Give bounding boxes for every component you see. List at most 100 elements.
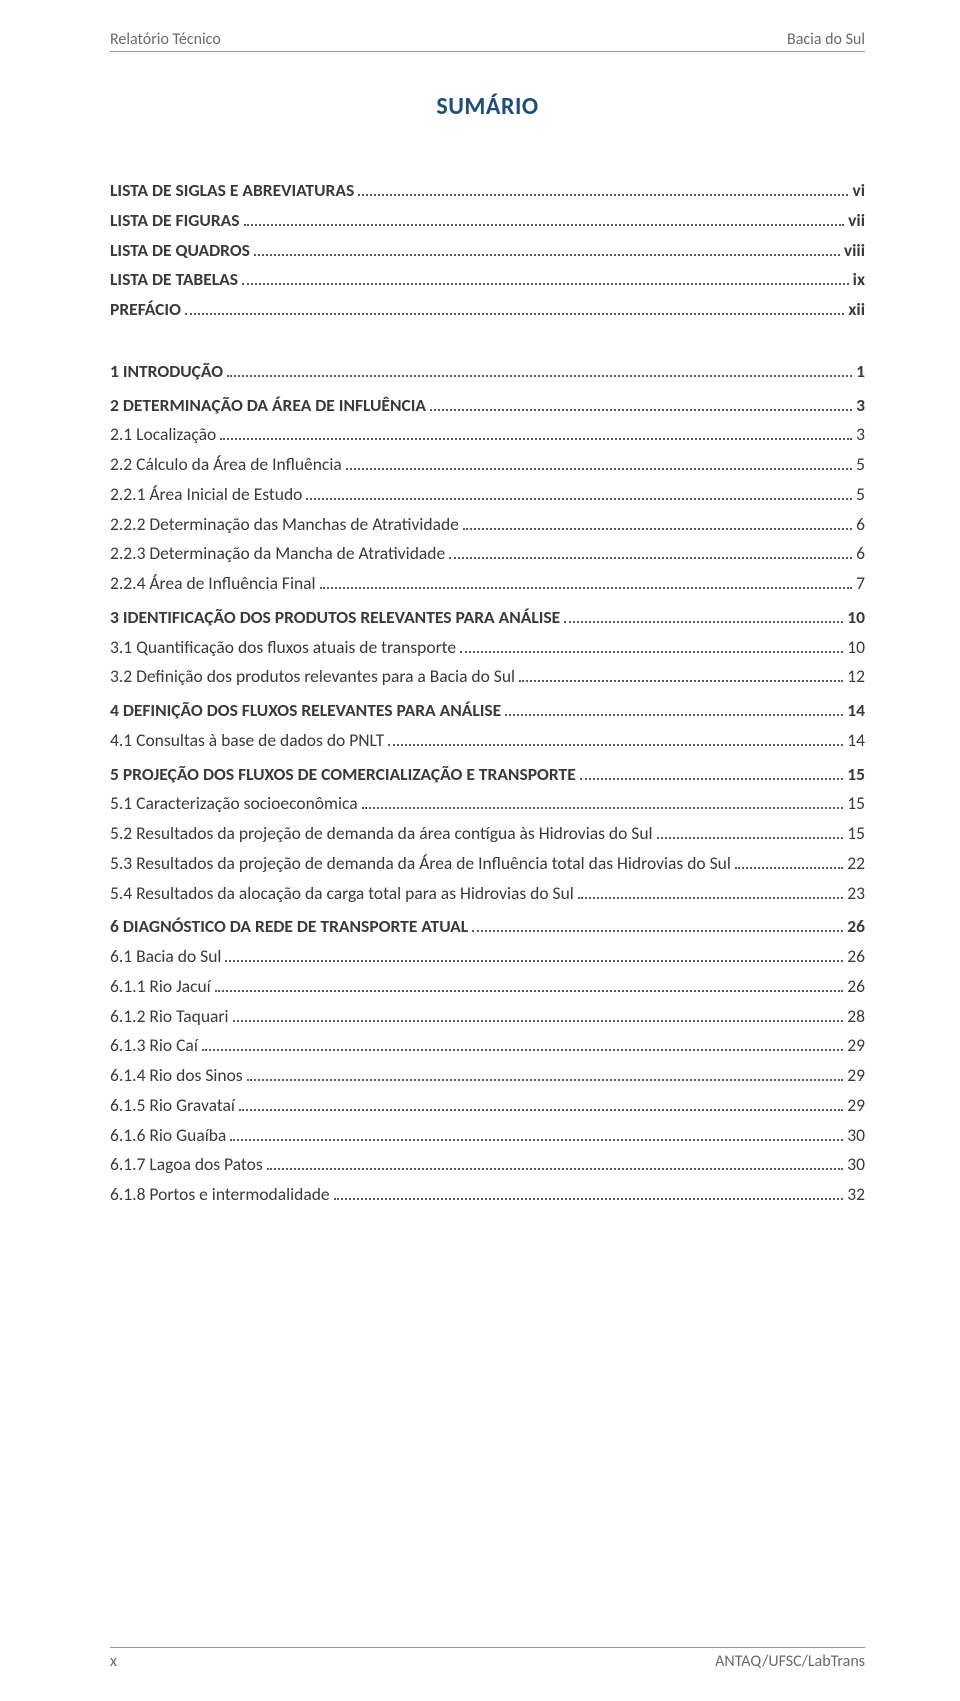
toc-leader — [580, 778, 843, 780]
toc-entry: 6.1.3 Rio Caí29 — [110, 1031, 865, 1061]
toc-entry: 4.1 Consultas à base de dados do PNLT 14 — [110, 726, 865, 756]
page-footer: x ANTAQ/UFSC/LabTrans — [110, 1647, 865, 1671]
toc-entry: 6.1 Bacia do Sul 26 — [110, 942, 865, 972]
toc-entry: 2.2.4 Área de Influência Final7 — [110, 569, 865, 599]
toc-label: 3.2 Definição dos produtos relevantes pa… — [110, 662, 515, 692]
toc-entry: 2.2.2 Determinação das Manchas de Atrati… — [110, 510, 865, 540]
toc-leader — [449, 557, 852, 559]
toc-entry: 6.1.8 Portos e intermodalidade32 — [110, 1180, 865, 1210]
toc-label: 6.1.3 Rio Caí — [110, 1031, 198, 1061]
toc-entry: 3.1 Quantificação dos fluxos atuais de t… — [110, 633, 865, 663]
toc-page: 26 — [847, 912, 865, 942]
toc-page: 10 — [847, 633, 865, 663]
toc-page: 6 — [856, 539, 865, 569]
toc-label: LISTA DE TABELAS — [110, 265, 238, 295]
page-content: SUMÁRIO LISTA DE SIGLAS E ABREVIATURAS v… — [110, 92, 865, 1607]
toc-page: 15 — [847, 819, 865, 849]
toc-leader — [220, 438, 852, 440]
toc-label: 6.1.6 Rio Guaíba — [110, 1121, 226, 1151]
toc-entry: 3 IDENTIFICAÇÃO DOS PRODUTOS RELEVANTES … — [110, 603, 865, 633]
toc-entry: PREFÁCIO xii — [110, 295, 865, 325]
toc-leader — [358, 194, 848, 196]
page-header: Relatório Técnico Bacia do Sul — [110, 30, 865, 52]
toc-leader — [460, 651, 843, 653]
toc-leader — [202, 1049, 843, 1051]
toc-label: 6.1.1 Rio Jacuí — [110, 972, 211, 1002]
footer-right: ANTAQ/UFSC/LabTrans — [715, 1652, 865, 1671]
toc-leader — [578, 897, 843, 899]
toc-leader — [388, 744, 843, 746]
toc-label: 5.2 Resultados da projeção de demanda da… — [110, 819, 653, 849]
toc-page: ix — [853, 265, 865, 295]
toc-leader — [267, 1168, 844, 1170]
toc-entry: 5.1 Caracterização socioeconômica15 — [110, 789, 865, 819]
toc-page: 14 — [847, 696, 865, 726]
toc-page: 26 — [847, 942, 865, 972]
toc-leader — [519, 680, 843, 682]
toc-label: 6 DIAGNÓSTICO DA REDE DE TRANSPORTE ATUA… — [110, 912, 468, 942]
header-right: Bacia do Sul — [787, 30, 865, 49]
toc-page: 5 — [856, 450, 865, 480]
toc-label: 5.4 Resultados da alocação da carga tota… — [110, 879, 574, 909]
toc-page: 5 — [856, 480, 865, 510]
toc-entry: LISTA DE TABELAS ix — [110, 265, 865, 295]
toc-label: 6.1.2 Rio Taquari — [110, 1002, 229, 1032]
toc-page: 3 — [856, 420, 865, 450]
toc-entry: 2.1 Localização3 — [110, 420, 865, 450]
toc-label: 5 PROJEÇÃO DOS FLUXOS DE COMERCIALIZAÇÃO… — [110, 760, 576, 790]
toc-entry: 2 DETERMINAÇÃO DA ÁREA DE INFLUÊNCIA 3 — [110, 391, 865, 421]
toc-leader — [185, 313, 844, 315]
toc-entry: 5 PROJEÇÃO DOS FLUXOS DE COMERCIALIZAÇÃO… — [110, 760, 865, 790]
toc-label: 5.3 Resultados da projeção de demanda da… — [110, 849, 731, 879]
toc-entry: 6.1.4 Rio dos Sinos29 — [110, 1061, 865, 1091]
toc-entry: 2.2.1 Área Inicial de Estudo 5 — [110, 480, 865, 510]
toc-entry: 6 DIAGNÓSTICO DA REDE DE TRANSPORTE ATUA… — [110, 912, 865, 942]
toc-entry: LISTA DE QUADROS viii — [110, 236, 865, 266]
spacer — [110, 329, 865, 357]
toc-leader — [334, 1198, 844, 1200]
toc-page: 28 — [847, 1002, 865, 1032]
toc-leader — [306, 498, 852, 500]
toc-leader — [362, 807, 844, 809]
toc-label: 4.1 Consultas à base de dados do PNLT — [110, 726, 384, 756]
toc-leader — [463, 528, 852, 530]
toc-label: PREFÁCIO — [110, 295, 181, 325]
toc-leader — [239, 1109, 843, 1111]
toc-entry: 6.1.5 Rio Gravataí 29 — [110, 1091, 865, 1121]
toc-page: 29 — [847, 1091, 865, 1121]
toc-label: 2 DETERMINAÇÃO DA ÁREA DE INFLUÊNCIA — [110, 391, 426, 421]
toc-leader — [472, 930, 843, 932]
toc-entry: LISTA DE FIGURAS vii — [110, 206, 865, 236]
toc-label: 6.1.5 Rio Gravataí — [110, 1091, 235, 1121]
page-title: SUMÁRIO — [110, 92, 865, 121]
toc-page: 26 — [847, 972, 865, 1002]
toc-leader — [430, 409, 852, 411]
header-left: Relatório Técnico — [110, 30, 221, 49]
toc-label: 6.1.8 Portos e intermodalidade — [110, 1180, 330, 1210]
toc-entry: 6.1.7 Lagoa dos Patos30 — [110, 1150, 865, 1180]
toc-label: LISTA DE FIGURAS — [110, 206, 240, 236]
toc-page: 10 — [847, 603, 865, 633]
toc-label: 6.1 Bacia do Sul — [110, 942, 221, 972]
toc-leader — [346, 468, 852, 470]
toc-entry: 6.1.1 Rio Jacuí 26 — [110, 972, 865, 1002]
toc-leader — [735, 867, 843, 869]
toc-entry: 5.3 Resultados da projeção de demanda da… — [110, 849, 865, 879]
toc-entry: LISTA DE SIGLAS E ABREVIATURAS vi — [110, 176, 865, 206]
toc-leader — [320, 587, 853, 589]
toc-entry: 4 DEFINIÇÃO DOS FLUXOS RELEVANTES PARA A… — [110, 696, 865, 726]
toc-leader — [215, 990, 844, 992]
toc-page: 6 — [856, 510, 865, 540]
toc-entry: 1 INTRODUÇÃO 1 — [110, 357, 865, 387]
toc-page: 3 — [856, 391, 865, 421]
toc-label: 3.1 Quantificação dos fluxos atuais de t… — [110, 633, 456, 663]
toc-label: 4 DEFINIÇÃO DOS FLUXOS RELEVANTES PARA A… — [110, 696, 501, 726]
toc-page: 22 — [847, 849, 865, 879]
toc-page: 14 — [847, 726, 865, 756]
document-page: Relatório Técnico Bacia do Sul SUMÁRIO L… — [0, 0, 960, 1701]
toc-label: 2.2.1 Área Inicial de Estudo — [110, 480, 302, 510]
toc-label: 5.1 Caracterização socioeconômica — [110, 789, 358, 819]
toc-page: 12 — [847, 662, 865, 692]
toc-entry: 5.2 Resultados da projeção de demanda da… — [110, 819, 865, 849]
toc-leader — [230, 1139, 843, 1141]
